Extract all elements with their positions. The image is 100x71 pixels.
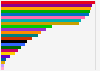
Bar [1,64,4,67]
Bar [1,58,6,61]
Bar [1,46,21,49]
Bar [1,61,5,64]
Bar [1,28,46,31]
Bar [1,31,41,34]
Bar [1,10,90,13]
Bar [1,22,79,25]
Bar [1,43,25,46]
Bar [1,19,81,22]
Bar [1,13,89,16]
Bar [1,34,38,37]
Bar [1,7,91,10]
Bar [1,1,95,4]
Bar [1,25,52,28]
Bar [1,37,32,40]
Bar [1,55,10,58]
Bar [1,4,92,7]
Bar [1,16,85,19]
Bar [1,52,15,55]
Bar [1,49,18,52]
Bar [1,40,27,43]
Bar [1,67,4,70]
